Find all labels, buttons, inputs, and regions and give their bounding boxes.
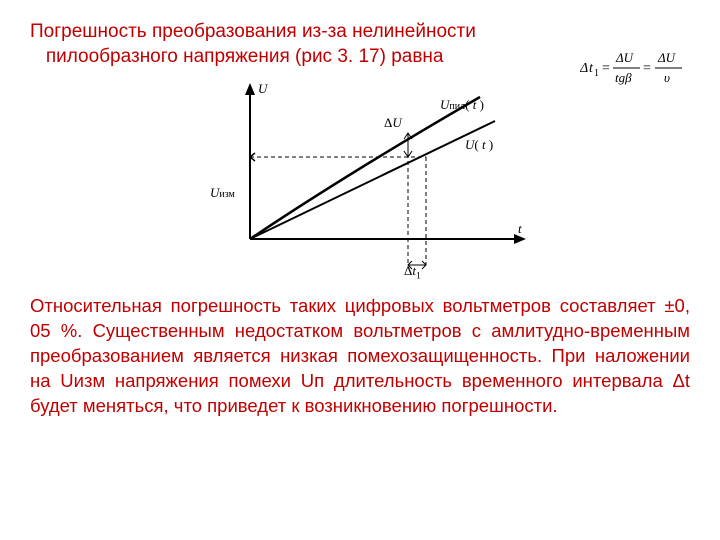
- y-axis-label: U: [258, 81, 267, 97]
- curve-upil: [250, 97, 480, 239]
- svg-text:υ: υ: [664, 70, 670, 85]
- svg-text:=: =: [643, 61, 651, 76]
- diagram-svg: [180, 79, 540, 279]
- svg-text:ΔU: ΔU: [615, 50, 635, 65]
- formula-block: Δ t 1 = ΔU tgβ = ΔU υ: [580, 48, 690, 93]
- diagram: U t Uпил( t ) U( t ) ΔU Uизм Δt1: [180, 79, 540, 279]
- upil-label: Uпил( t ): [440, 97, 484, 113]
- delta-u-label: ΔU: [384, 115, 402, 131]
- line-ut: [250, 121, 495, 239]
- y-axis-arrow: [245, 83, 255, 95]
- formula-lhs: Δ: [580, 61, 588, 76]
- uizm-label: Uизм: [210, 185, 235, 201]
- svg-text:ΔU: ΔU: [657, 50, 677, 65]
- svg-text:1: 1: [594, 68, 599, 79]
- title-line1: Погрешность преобразования из-за нелиней…: [30, 21, 476, 42]
- delta-t1-label: Δt1: [404, 263, 421, 282]
- svg-text:tgβ: tgβ: [615, 70, 632, 85]
- title-line2: пилообразного напряжения (рис 3. 17) рав…: [46, 46, 444, 67]
- x-axis-label: t: [518, 221, 522, 237]
- ut-label: U( t ): [465, 137, 493, 153]
- svg-text:=: =: [602, 61, 610, 76]
- diagram-container: U t Uпил( t ) U( t ) ΔU Uизм Δt1: [30, 79, 690, 279]
- body-paragraph: Относительная погрешность таких цифровых…: [30, 294, 690, 419]
